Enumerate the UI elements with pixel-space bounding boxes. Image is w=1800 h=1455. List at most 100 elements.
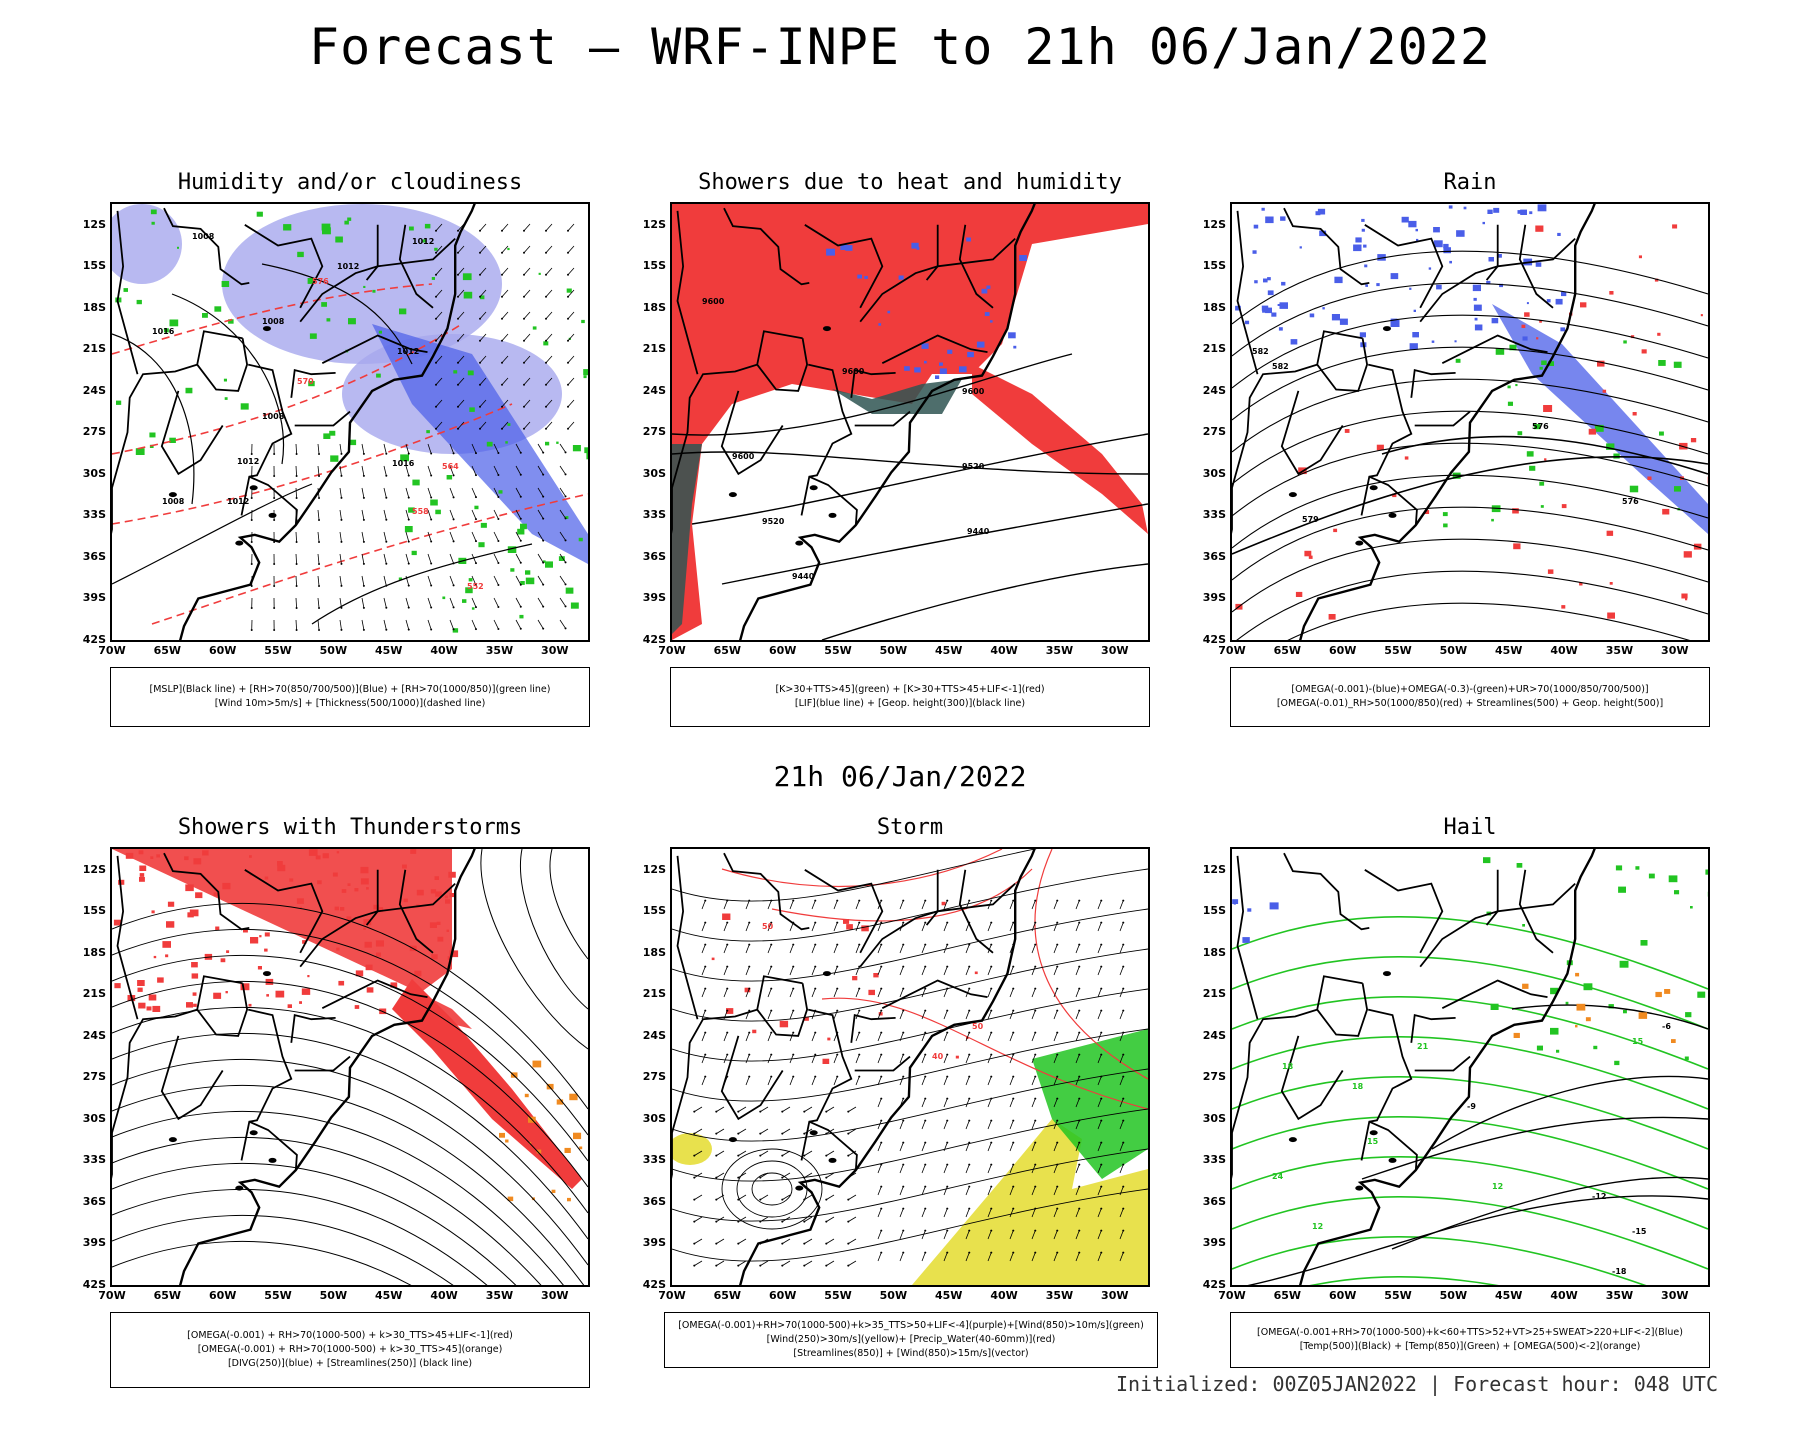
- omega500-orange-cell: [1664, 989, 1670, 994]
- wind-vector: [812, 1033, 815, 1041]
- thunderstorm-orange-cell: [525, 1094, 529, 1097]
- thunderstorm-red-cell: [289, 878, 293, 881]
- contour-label: 9520: [962, 462, 985, 471]
- wind-vector-head: [523, 428, 525, 430]
- wind-vector: [694, 1129, 702, 1134]
- wind-vector-head: [990, 1186, 992, 1188]
- wind-vector: [988, 989, 991, 997]
- wind-vector-head: [748, 1076, 750, 1078]
- wind-vector-head: [1122, 1098, 1124, 1100]
- longitude-tick-label: 30W: [535, 644, 575, 657]
- rh-green-contours-cell: [310, 333, 317, 339]
- wind-vector-head: [924, 1120, 926, 1122]
- wind-vector: [546, 268, 552, 275]
- temp850-green: [1232, 1277, 1708, 1285]
- thunderstorm-red-cell: [365, 942, 372, 948]
- wind-vector-head: [457, 384, 459, 386]
- thunderstorm-red-cell: [288, 1004, 292, 1008]
- wind-vector-head: [781, 1243, 783, 1245]
- wind-vector: [1076, 945, 1079, 953]
- wind-vector-head: [1100, 1252, 1102, 1254]
- wind-vector-head: [726, 988, 728, 990]
- latitude-tick-label: 18S: [1190, 946, 1226, 959]
- wind-vector-head: [296, 453, 298, 455]
- wind-vector-head: [453, 518, 455, 520]
- wind-vector: [988, 923, 991, 931]
- thunderstorm-orange-cell: [499, 1133, 505, 1138]
- temp850-green-cell: [1522, 924, 1525, 927]
- longitude-tick-label: 40W: [984, 1289, 1024, 1302]
- latitude-tick-label: 39S: [70, 1236, 106, 1249]
- wind-vector-head: [523, 296, 525, 298]
- precip-water-red-cell: [823, 1059, 830, 1064]
- rh-green-contours-cell: [116, 401, 121, 405]
- rh-green-contours-cell: [566, 588, 574, 594]
- wind-vector: [746, 945, 749, 953]
- wind-vector-head: [726, 1032, 728, 1034]
- wind-vector-head: [1012, 922, 1014, 924]
- wind-10m: [251, 444, 567, 631]
- lif-blue-line-cell: [917, 247, 920, 250]
- wind-vector-head: [946, 1164, 948, 1166]
- wind-vector: [900, 1033, 903, 1041]
- wind-vector: [724, 989, 727, 997]
- thunderstorm-red-cell: [249, 855, 252, 858]
- wind-vector-head: [1122, 1120, 1124, 1122]
- wind-vector-head: [924, 1054, 926, 1056]
- map-canvas: 1008100810121012101210161008100810121012…: [112, 204, 588, 640]
- lake: [1389, 513, 1397, 518]
- latitude-tick-label: 21S: [1190, 987, 1226, 1000]
- temp850-green-cell: [1649, 874, 1655, 879]
- omega-green-cell: [1541, 505, 1544, 508]
- wind-vector-head: [1012, 1076, 1014, 1078]
- wind-vector: [1098, 923, 1101, 931]
- lif-blue-line-cell: [940, 368, 947, 374]
- contour-label: 50: [972, 1022, 984, 1031]
- wind-vector: [702, 923, 705, 931]
- wind-vector-head: [520, 540, 522, 542]
- contour-label: 1016: [152, 327, 175, 336]
- latitude-tick-label: 15S: [1190, 904, 1226, 917]
- wind-vector-head: [770, 1054, 772, 1056]
- wind-vector-head: [1012, 1208, 1014, 1210]
- omega-rh-red-cell: [1561, 605, 1565, 609]
- wind-vector-head: [726, 966, 728, 968]
- wind-vector-head: [1034, 944, 1036, 946]
- latitude-tick-label: 27S: [1190, 425, 1226, 438]
- thunderstorm-red-cell: [249, 1004, 252, 1007]
- temp850-green-cell: [1584, 983, 1593, 990]
- wind-vector-head: [1100, 1142, 1102, 1144]
- rh-green-contours-cell: [505, 441, 508, 443]
- longitude-tick-label: 35W: [479, 644, 519, 657]
- latitude-tick-label: 21S: [630, 342, 666, 355]
- wind-vector-head: [408, 497, 410, 499]
- wind-vector: [834, 1077, 837, 1085]
- wind-vector-head: [792, 1054, 794, 1056]
- wind-vector-head: [1078, 900, 1080, 902]
- longitude-tick-label: 60W: [203, 1289, 243, 1302]
- lake: [823, 326, 831, 331]
- precip-water-red-cell: [846, 924, 853, 929]
- wind-vector-head: [408, 475, 410, 477]
- wind-vector: [538, 620, 543, 629]
- wind-vector-head: [408, 629, 410, 631]
- wind-vector-head: [748, 966, 750, 968]
- legend-line: [MSLP](Black line) + [RH>70(850/700/500)…: [150, 683, 551, 697]
- omega-rh-red-cell: [1657, 333, 1660, 336]
- political-border: [960, 870, 993, 953]
- legend-line: [Wind 10m>5m/s] + [Thickness(500/1000)](…: [215, 697, 486, 711]
- wind-vector: [694, 1239, 702, 1244]
- wind-vector-head: [792, 1032, 794, 1034]
- wind-vector-head: [479, 230, 481, 232]
- wind-vector: [790, 967, 793, 975]
- thunderstorm-orange-cell: [573, 1133, 581, 1139]
- rh-green-contours-cell: [379, 331, 382, 334]
- latitude-tick-label: 12S: [1190, 218, 1226, 231]
- wind-vector-head: [792, 900, 794, 902]
- precip-water-red-cell: [827, 1038, 830, 1041]
- wind-vector-head: [836, 944, 838, 946]
- wind-vector: [856, 923, 859, 931]
- wind-vector-head: [457, 252, 459, 254]
- wind-vector-head: [385, 475, 387, 477]
- wind-vector: [878, 1143, 881, 1151]
